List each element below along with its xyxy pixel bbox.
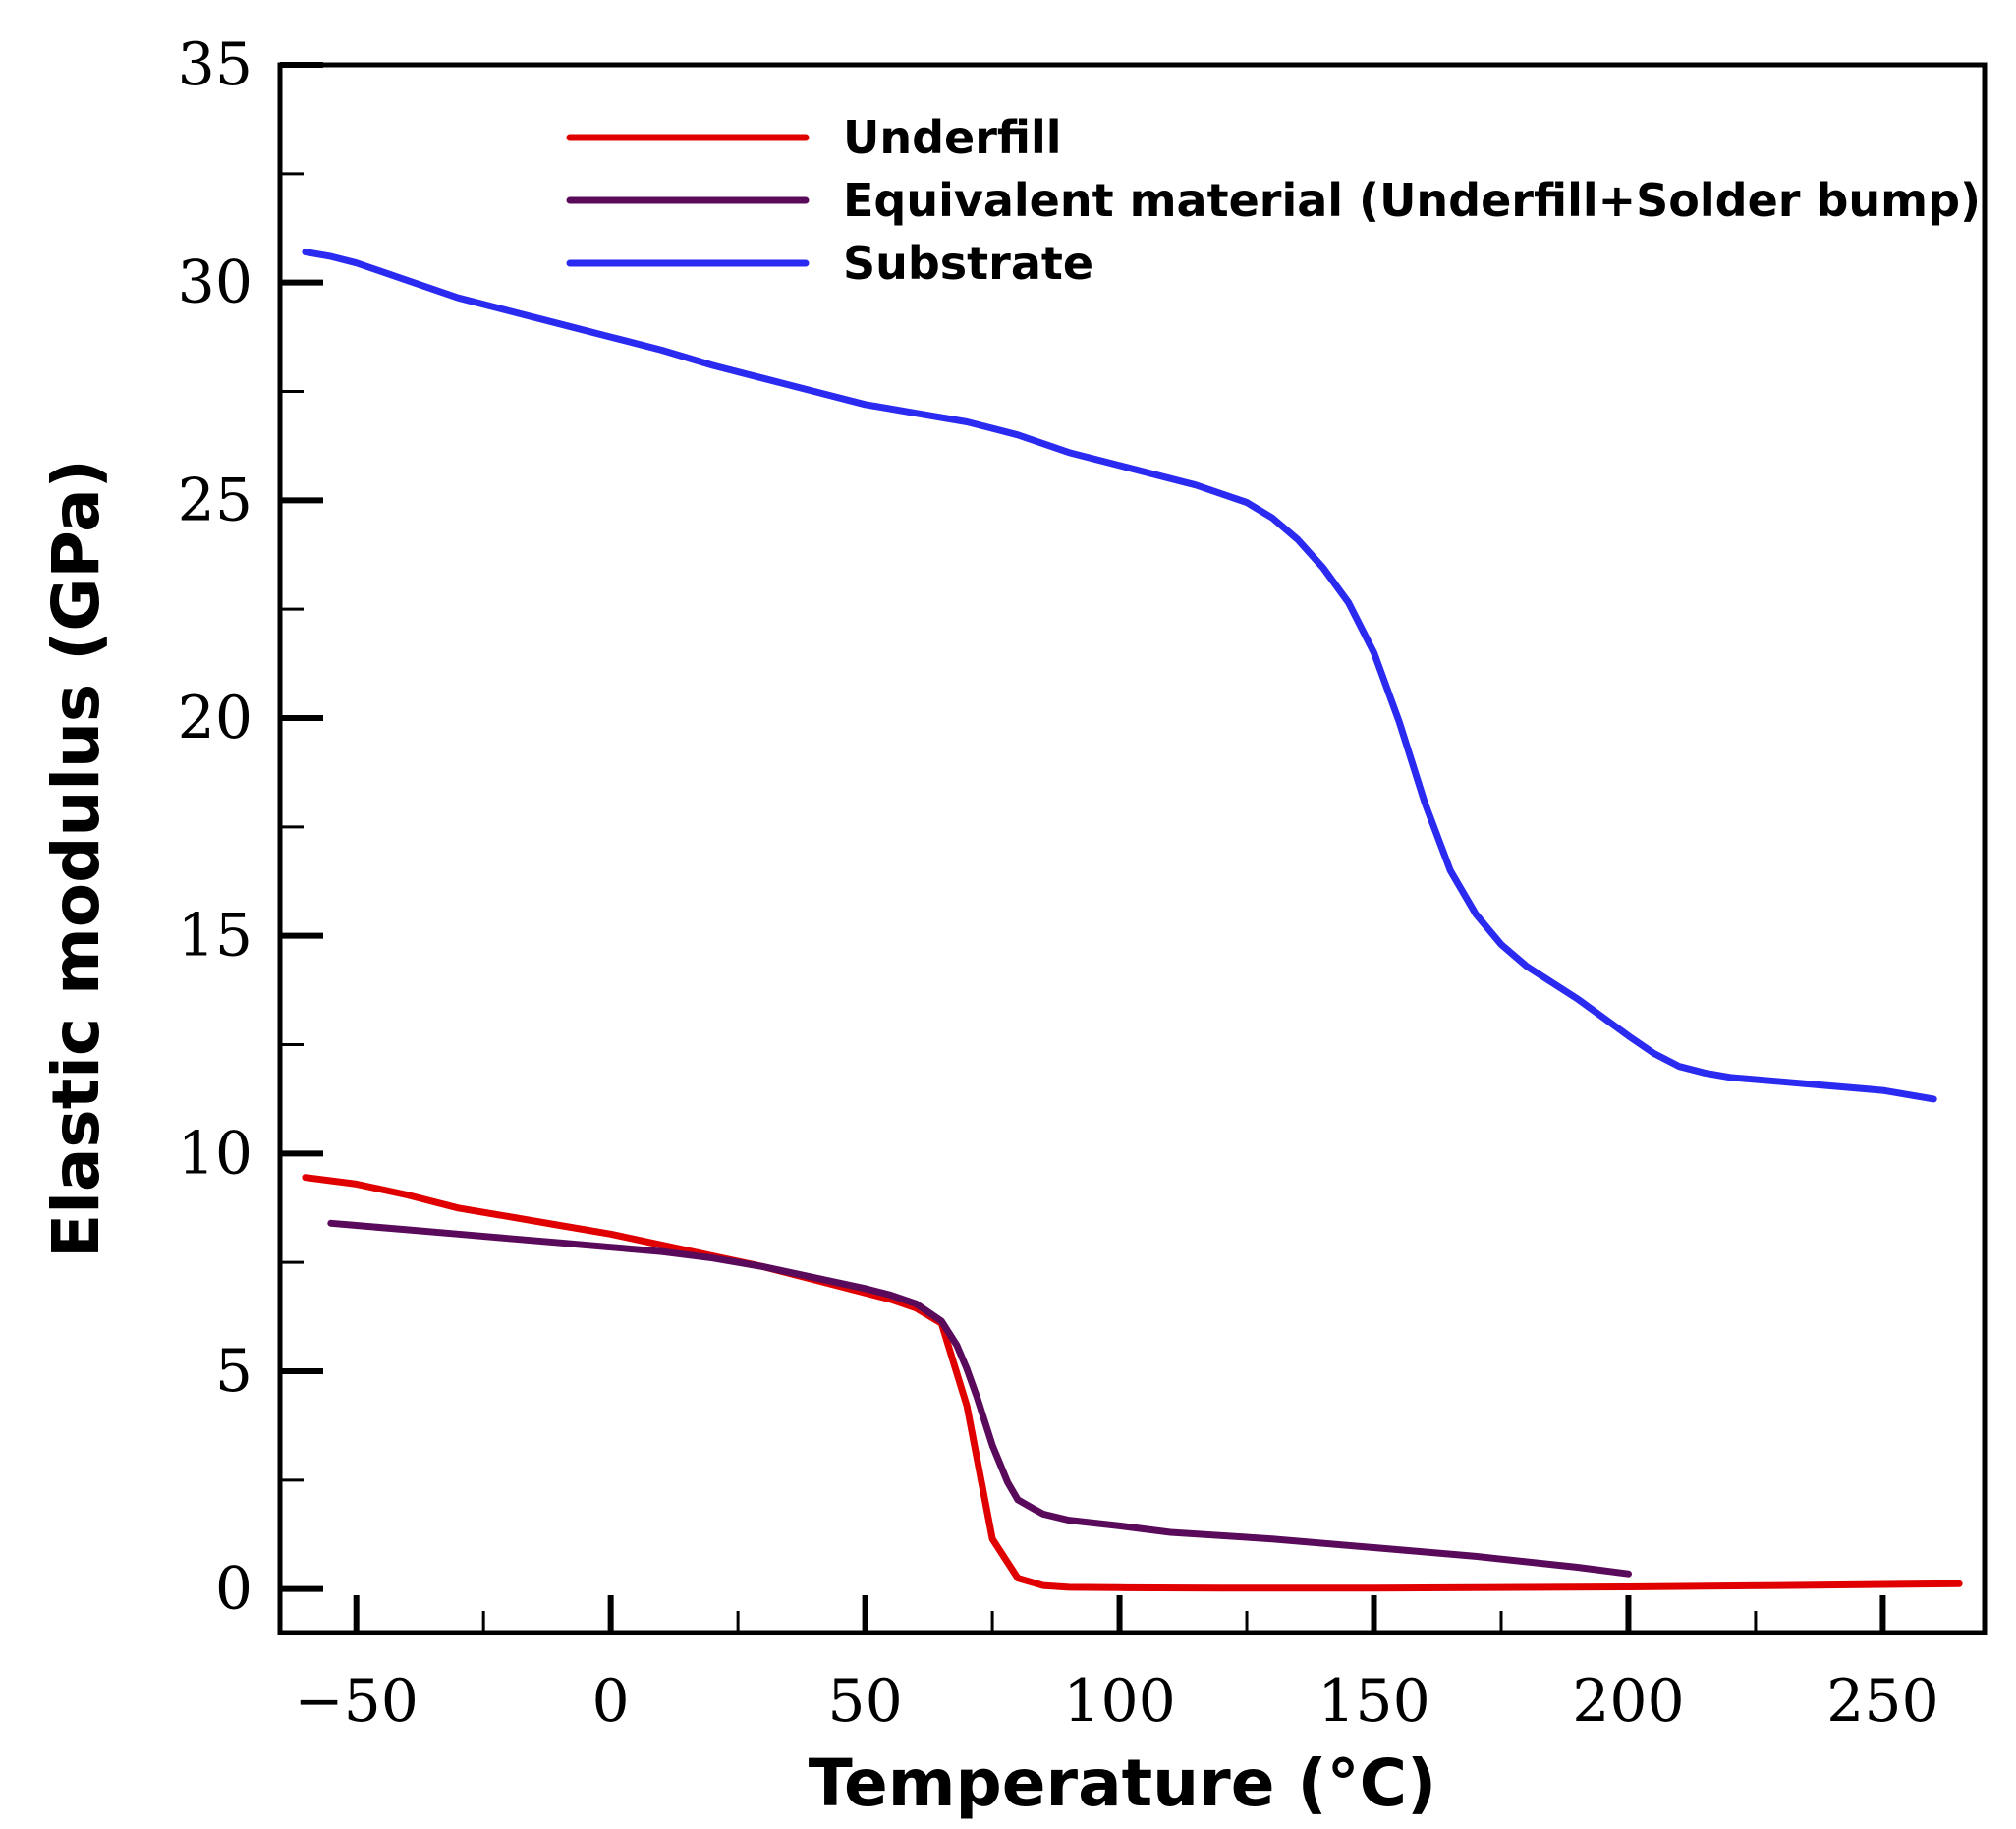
x-tick-label: 150 bbox=[1317, 1667, 1430, 1736]
legend-label-0: Underfill bbox=[843, 111, 1062, 164]
legend-label-2: Substrate bbox=[843, 237, 1093, 290]
x-tick-label: 0 bbox=[592, 1667, 630, 1736]
series-line-2 bbox=[302, 249, 1937, 1103]
y-tick-label: 0 bbox=[215, 1555, 252, 1624]
x-tick-label: 100 bbox=[1063, 1667, 1176, 1736]
x-tick-label: 50 bbox=[827, 1667, 902, 1736]
x-tick-label: 200 bbox=[1572, 1667, 1685, 1736]
x-tick-label: 250 bbox=[1826, 1667, 1939, 1736]
y-tick-label: 25 bbox=[178, 466, 252, 534]
x-axis-ticks: −50 0 50 100 150 200 250 bbox=[294, 1595, 1939, 1736]
y-tick-label: 35 bbox=[178, 30, 252, 99]
y-tick-label: 30 bbox=[178, 249, 252, 317]
plot-area bbox=[302, 249, 1963, 1592]
y-axis-title: Elastic modulus (GPa) bbox=[38, 459, 114, 1258]
x-axis-title: Temperature (°C) bbox=[809, 1746, 1436, 1821]
y-tick-label: 5 bbox=[215, 1337, 252, 1406]
y-tick-label: 15 bbox=[178, 902, 252, 970]
y-tick-label: 10 bbox=[178, 1119, 252, 1188]
legend-label-1: Equivalent material (Underfill+Solder bu… bbox=[843, 174, 1981, 227]
series-line-1 bbox=[327, 1219, 1632, 1578]
plot-frame bbox=[277, 62, 1988, 1635]
x-tick-label: −50 bbox=[294, 1667, 419, 1736]
legend: Underfill Equivalent material (Underfill+… bbox=[566, 111, 1981, 290]
y-tick-label: 20 bbox=[178, 684, 252, 752]
series-line-0 bbox=[302, 1174, 1963, 1592]
y-axis-ticks: 0 5 10 15 20 25 30 35 bbox=[178, 30, 323, 1624]
